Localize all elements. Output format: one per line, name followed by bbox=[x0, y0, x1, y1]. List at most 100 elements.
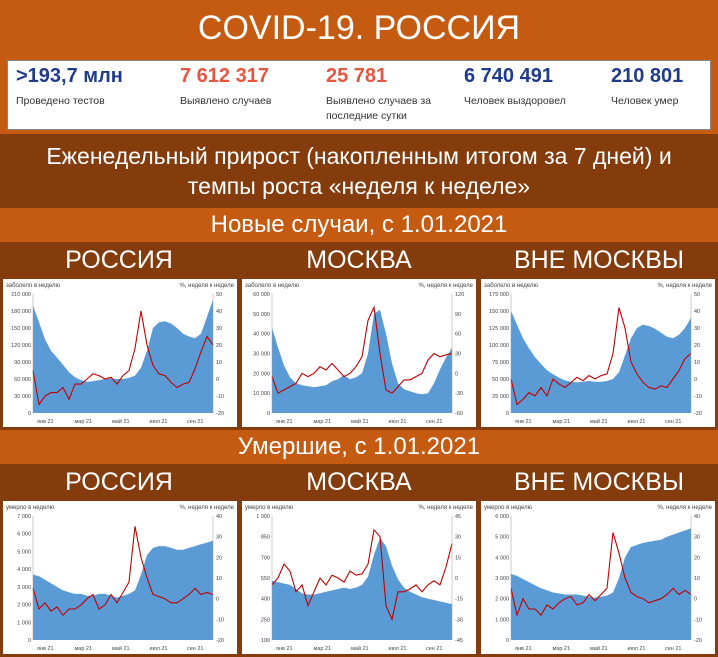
chart-svg: заболело в неделю %, неделя к неделе 210 0… bbox=[6, 283, 235, 425]
x-tick-label: май 21 bbox=[112, 645, 130, 652]
left-tick-label: 125 000 bbox=[489, 326, 509, 332]
right-tick-label: 60 bbox=[455, 332, 461, 338]
x-tick-label: сен 21 bbox=[426, 419, 443, 425]
right-tick-label: 50 bbox=[216, 292, 222, 298]
left-tick-label: 700 bbox=[261, 555, 270, 561]
stat-recovered: 6 740 491 Человек выздоровел bbox=[464, 61, 566, 109]
section-title-deaths: Умершие, с 1.01.2021 bbox=[0, 430, 718, 464]
right-tick-label: -60 bbox=[455, 411, 463, 417]
right-axis-label: %, неделя к неделе bbox=[179, 505, 234, 511]
section-title-cases: Новые случаи, с 1.01.2021 bbox=[0, 208, 718, 242]
right-tick-label: 20 bbox=[216, 555, 222, 561]
x-tick-label: мар 21 bbox=[553, 646, 571, 652]
x-tick-label: май 21 bbox=[112, 418, 130, 425]
left-tick-label: 0 bbox=[506, 411, 509, 417]
right-tick-label: -20 bbox=[216, 638, 224, 644]
right-tick-label: 10 bbox=[694, 360, 700, 366]
right-tick-label: 10 bbox=[216, 360, 222, 366]
stat-value: 6 740 491 bbox=[464, 65, 553, 87]
left-axis-label: заболело в неделю bbox=[6, 283, 60, 289]
stat-value: 210 801 bbox=[611, 65, 684, 87]
right-tick-label: -10 bbox=[216, 617, 224, 623]
left-tick-label: 5 000 bbox=[495, 535, 509, 541]
left-tick-label: 150 000 bbox=[11, 326, 31, 332]
right-axis-label: %, неделя к неделе bbox=[179, 283, 234, 289]
x-tick-label: сен 21 bbox=[665, 646, 682, 652]
right-tick-label: 20 bbox=[694, 555, 700, 561]
right-tick-label: 0 bbox=[694, 597, 697, 603]
right-tick-label: -30 bbox=[455, 617, 463, 623]
x-tick-label: июл 21 bbox=[389, 646, 407, 652]
x-tick-label: июл 21 bbox=[389, 419, 407, 425]
left-tick-label: 25 000 bbox=[492, 394, 509, 400]
left-tick-label: 210 000 bbox=[11, 292, 31, 298]
left-tick-label: 6 000 bbox=[495, 514, 509, 520]
left-tick-label: 1 000 bbox=[17, 620, 31, 626]
left-axis-label: заболело в неделю bbox=[245, 283, 299, 289]
right-tick-label: 0 bbox=[216, 377, 219, 383]
left-tick-label: 4 000 bbox=[17, 567, 31, 573]
x-tick-label: янв 21 bbox=[276, 646, 293, 652]
right-tick-label: 40 bbox=[694, 514, 700, 520]
panel-title-moscow: МОСКВА bbox=[306, 246, 412, 274]
charts-cases-row: заболело в неделю %, неделя к неделе 210 0… bbox=[0, 276, 718, 430]
left-tick-label: 150 000 bbox=[489, 309, 509, 315]
x-tick-label: сен 21 bbox=[187, 419, 204, 425]
right-tick-label: 0 bbox=[216, 597, 219, 603]
x-tick-label: июл 21 bbox=[150, 419, 168, 425]
line-series-growth bbox=[510, 307, 692, 406]
line-series-growth bbox=[271, 305, 453, 394]
right-tick-label: 30 bbox=[455, 352, 461, 358]
left-tick-label: 0 bbox=[28, 411, 31, 417]
x-tick-label: сен 21 bbox=[426, 646, 443, 652]
stat-label: Проведено тестов bbox=[16, 95, 105, 107]
right-tick-label: 50 bbox=[694, 292, 700, 298]
chart-svg: умерло в неделю %, неделя к неделе 7 000 6 … bbox=[6, 505, 235, 652]
left-tick-label: 50 000 bbox=[492, 377, 509, 383]
area-series-weekly bbox=[272, 309, 452, 413]
stat-deaths: 210 801 Человек умер bbox=[611, 61, 683, 109]
stat-label: Человек выздоровел bbox=[464, 95, 566, 107]
right-tick-label: 10 bbox=[216, 576, 222, 582]
area-series-weekly bbox=[511, 528, 691, 640]
right-tick-label: 45 bbox=[455, 514, 461, 520]
chart-deaths-russia: умерло в неделю %, неделя к неделе 7 000 6 … bbox=[3, 501, 237, 654]
right-tick-label: -15 bbox=[455, 597, 463, 603]
right-tick-label: 15 bbox=[455, 555, 461, 561]
x-tick-label: мар 21 bbox=[314, 646, 332, 652]
chart-deaths-moscow: умерло в неделю %, неделя к неделе 1 000 85… bbox=[242, 501, 476, 654]
chart-svg: заболело в неделю %, неделя к неделе 175 0… bbox=[484, 283, 713, 425]
left-tick-label: 120 000 bbox=[11, 343, 31, 349]
line-series-growth bbox=[271, 528, 453, 622]
left-tick-label: 10 000 bbox=[253, 391, 270, 397]
x-tick-label: сен 21 bbox=[187, 646, 204, 652]
x-tick-label: июл 21 bbox=[150, 646, 168, 652]
stat-cases: 7 612 317 Выявлено случаев bbox=[180, 61, 271, 109]
chart-deaths-outside-moscow: умерло в неделю %, неделя к неделе 6 000 5 … bbox=[481, 501, 715, 654]
right-tick-label: 30 bbox=[694, 535, 700, 541]
left-tick-label: 60 000 bbox=[14, 377, 31, 383]
x-tick-label: май 21 bbox=[351, 645, 369, 652]
left-tick-label: 0 bbox=[28, 638, 31, 644]
x-tick-label: мар 21 bbox=[75, 646, 93, 652]
left-tick-label: 30 000 bbox=[253, 352, 270, 358]
x-tick-label: янв 21 bbox=[276, 419, 293, 425]
left-tick-label: 250 bbox=[261, 617, 270, 623]
left-tick-label: 2 000 bbox=[495, 597, 509, 603]
right-tick-label: 20 bbox=[216, 343, 222, 349]
right-tick-label: 30 bbox=[216, 535, 222, 541]
right-tick-label: 90 bbox=[455, 312, 461, 318]
left-tick-label: 2 000 bbox=[17, 603, 31, 609]
chart-svg: умерло в неделю %, неделя к неделе 6 000 5 … bbox=[484, 505, 713, 652]
left-tick-label: 30 000 bbox=[14, 394, 31, 400]
stat-value: >193,7 млн bbox=[16, 65, 123, 87]
left-tick-label: 40 000 bbox=[253, 332, 270, 338]
x-tick-label: янв 21 bbox=[515, 419, 532, 425]
x-tick-label: янв 21 bbox=[37, 646, 54, 652]
left-tick-label: 0 bbox=[267, 411, 270, 417]
panel-titles-deaths: РОССИЯ МОСКВА ВНЕ МОСКВЫ bbox=[0, 464, 718, 498]
x-tick-label: мар 21 bbox=[314, 419, 332, 425]
charts-deaths-row: умерло в неделю %, неделя к неделе 7 000 6 … bbox=[0, 498, 718, 657]
x-tick-label: мар 21 bbox=[553, 419, 571, 425]
page-title: COVID-19. РОССИЯ bbox=[0, 0, 718, 56]
